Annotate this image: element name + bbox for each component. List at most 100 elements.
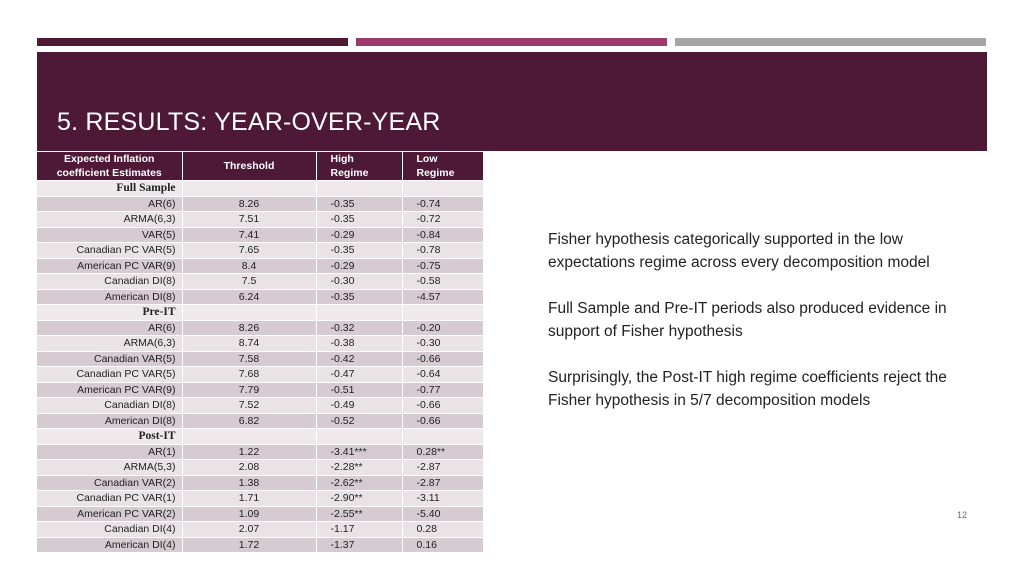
- notes: Fisher hypothesis categorically supporte…: [548, 228, 968, 435]
- high-regime-cell: -0.35: [316, 289, 403, 305]
- accent-bar-magenta: [356, 38, 667, 46]
- table-row: Canadian VAR(2) 1.38 -2.62** -2.87: [37, 475, 484, 491]
- threshold-cell: 1.38: [182, 475, 317, 491]
- model-cell: Canadian PC VAR(1): [37, 490, 183, 507]
- low-regime-cell: -2.87: [402, 459, 484, 476]
- section-row: Post-IT: [37, 428, 484, 445]
- empty-cell: [316, 428, 403, 445]
- title-banner: 5. RESULTS: YEAR-OVER-YEAR: [37, 52, 987, 151]
- model-cell: Canadian DI(4): [37, 521, 183, 538]
- model-cell: Canadian DI(8): [37, 273, 183, 290]
- model-cell: Canadian VAR(5): [37, 351, 183, 367]
- table-row: VAR(5) 7.41 -0.29 -0.84: [37, 227, 484, 243]
- model-cell: American DI(8): [37, 413, 183, 429]
- note-3: Surprisingly, the Post-IT high regime co…: [548, 369, 947, 409]
- high-regime-cell: -1.37: [316, 537, 403, 553]
- header-threshold: Threshold: [182, 152, 317, 181]
- threshold-cell: 8.74: [182, 335, 317, 352]
- high-regime-cell: -0.29: [316, 258, 403, 274]
- high-regime-cell: -0.52: [316, 413, 403, 429]
- low-regime-cell: 0.16: [402, 537, 484, 553]
- header-low-line2: Regime: [416, 167, 455, 179]
- low-regime-cell: 0.28**: [402, 444, 484, 460]
- high-regime-cell: -2.62**: [316, 475, 403, 491]
- low-regime-cell: -0.30: [402, 335, 484, 352]
- low-regime-cell: 0.28: [402, 521, 484, 538]
- empty-cell: [316, 180, 403, 197]
- low-regime-cell: -0.72: [402, 211, 484, 228]
- high-regime-cell: -0.49: [316, 397, 403, 414]
- section-row: Pre-IT: [37, 304, 484, 321]
- accent-bar-gray: [675, 38, 986, 46]
- low-regime-cell: -0.20: [402, 320, 484, 336]
- high-regime-cell: -0.35: [316, 242, 403, 259]
- low-regime-cell: -0.58: [402, 273, 484, 290]
- high-regime-cell: -2.28**: [316, 459, 403, 476]
- table-row: AR(6) 8.26 -0.32 -0.20: [37, 320, 484, 336]
- low-regime-cell: -0.78: [402, 242, 484, 259]
- model-cell: American PC VAR(9): [37, 258, 183, 274]
- threshold-cell: 8.26: [182, 320, 317, 336]
- threshold-cell: 8.26: [182, 196, 317, 212]
- table-row: Canadian PC VAR(1) 1.71 -2.90** -3.11: [37, 490, 484, 507]
- threshold-cell: 6.82: [182, 413, 317, 429]
- threshold-cell: 7.65: [182, 242, 317, 259]
- threshold-cell: 2.07: [182, 521, 317, 538]
- table-row: Canadian VAR(5) 7.58 -0.42 -0.66: [37, 351, 484, 367]
- section-label: Full Sample: [37, 180, 183, 197]
- high-regime-cell: -1.17: [316, 521, 403, 538]
- table-row: Canadian DI(8) 7.52 -0.49 -0.66: [37, 397, 484, 414]
- threshold-cell: 6.24: [182, 289, 317, 305]
- header-high-regime: High Regime: [316, 152, 403, 181]
- empty-cell: [402, 180, 484, 197]
- model-cell: ARMA(6,3): [37, 211, 183, 228]
- results-table: Expected Inflation coefficient Estimates…: [37, 152, 484, 553]
- page-number: 12: [957, 510, 968, 520]
- header-high-line1: High: [330, 153, 354, 165]
- empty-cell: [182, 428, 317, 445]
- model-cell: American PC VAR(2): [37, 506, 183, 522]
- empty-cell: [316, 304, 403, 321]
- table-row: American DI(8) 6.82 -0.52 -0.66: [37, 413, 484, 429]
- low-regime-cell: -0.66: [402, 351, 484, 367]
- table-row: ARMA(6,3) 8.74 -0.38 -0.30: [37, 335, 484, 352]
- empty-cell: [182, 180, 317, 197]
- model-cell: AR(6): [37, 320, 183, 336]
- model-cell: AR(6): [37, 196, 183, 212]
- high-regime-cell: -3.41***: [316, 444, 403, 460]
- table-row: American DI(4) 1.72 -1.37 0.16: [37, 537, 484, 553]
- threshold-cell: 1.71: [182, 490, 317, 507]
- header-low-line1: Low: [416, 153, 438, 165]
- low-regime-cell: -0.64: [402, 366, 484, 383]
- low-regime-cell: -0.77: [402, 382, 484, 398]
- table-row: American PC VAR(9) 8.4 -0.29 -0.75: [37, 258, 484, 274]
- header-high-line2: Regime: [330, 167, 369, 179]
- threshold-cell: 7.41: [182, 227, 317, 243]
- low-regime-cell: -5.40: [402, 506, 484, 522]
- model-cell: AR(1): [37, 444, 183, 460]
- section-label: Post-IT: [37, 428, 183, 445]
- table-body: Full Sample AR(6) 8.26 -0.35 -0.74 ARMA(6,3) 7…: [37, 180, 484, 553]
- table-row: American DI(8) 6.24 -0.35 -4.57: [37, 289, 484, 305]
- note-2: Full Sample and Pre-IT periods also prod…: [548, 300, 947, 340]
- low-regime-cell: -3.11: [402, 490, 484, 507]
- header-estimates: Expected Inflation coefficient Estimates: [37, 152, 183, 181]
- empty-cell: [182, 304, 317, 321]
- threshold-cell: 7.52: [182, 397, 317, 414]
- model-cell: VAR(5): [37, 227, 183, 243]
- high-regime-cell: -0.47: [316, 366, 403, 383]
- threshold-cell: 1.09: [182, 506, 317, 522]
- low-regime-cell: -4.57: [402, 289, 484, 305]
- model-cell: ARMA(5,3): [37, 459, 183, 476]
- table-row: Canadian DI(8) 7.5 -0.30 -0.58: [37, 273, 484, 290]
- model-cell: Canadian PC VAR(5): [37, 366, 183, 383]
- table-row: ARMA(5,3) 2.08 -2.28** -2.87: [37, 459, 484, 476]
- accent-bar-dark: [37, 38, 348, 46]
- threshold-cell: 7.79: [182, 382, 317, 398]
- note-1: Fisher hypothesis categorically supporte…: [548, 231, 930, 271]
- table-row: American PC VAR(2) 1.09 -2.55** -5.40: [37, 506, 484, 522]
- model-cell: Canadian PC VAR(5): [37, 242, 183, 259]
- threshold-cell: 7.58: [182, 351, 317, 367]
- header-estimates-line1: Expected Inflation: [64, 153, 155, 165]
- high-regime-cell: -0.29: [316, 227, 403, 243]
